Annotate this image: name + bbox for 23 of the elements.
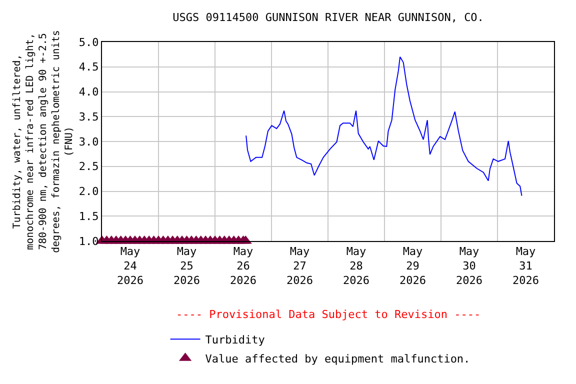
y-axis-title: Turbidity, water, unfiltered, monochrome near infra-red LED light, 780-900 nm, detection angle 90 +-2.5 degrees, formazin nephelometric units (FNU) — [12, 30, 75, 253]
x-tick-label: May 29 2026 — [400, 245, 426, 287]
x-tick-label: May 26 2026 — [230, 245, 256, 287]
x-tick-label: May 25 2026 — [174, 245, 200, 287]
y-tick-label: 5.0 — [78, 36, 99, 49]
y-tick-label: 3.5 — [78, 110, 99, 124]
y-tick-label: 2.5 — [78, 160, 99, 174]
x-tick-label: May 24 2026 — [117, 245, 144, 287]
y-tick-label: 1.0 — [78, 234, 99, 248]
x-tick-label: May 28 2026 — [343, 245, 370, 287]
y-tick-label: 2.0 — [78, 185, 99, 198]
y-tick-label: 4.5 — [78, 60, 99, 74]
chart-title: USGS 09114500 GUNNISON RIVER NEAR GUNNISON, CO. — [172, 11, 484, 24]
x-tick-label: May 30 2026 — [456, 245, 482, 287]
y-tick-label: 3.0 — [78, 135, 99, 148]
x-tick-label: May 27 2026 — [286, 245, 313, 287]
y-tick-label: 1.5 — [78, 210, 99, 223]
text: ---- Provisional Data Subject to Revision ---- — [176, 308, 481, 321]
line-series — [246, 56, 522, 196]
y-tick-label: 4.0 — [78, 86, 99, 99]
legend-label: Value affected by equipment malfunction. — [205, 352, 470, 366]
legend-label: Turbidity — [205, 333, 266, 346]
x-tick-label: May 31 2026 — [512, 245, 539, 287]
